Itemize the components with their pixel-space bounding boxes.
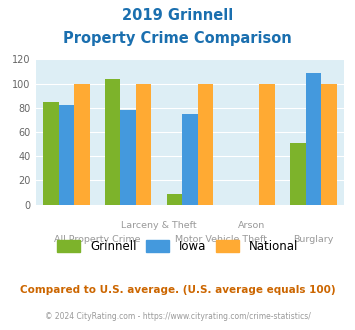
Text: All Property Crime: All Property Crime	[54, 235, 141, 244]
Bar	[136, 83, 151, 205]
Bar	[321, 83, 337, 205]
Text: Compared to U.S. average. (U.S. average equals 100): Compared to U.S. average. (U.S. average …	[20, 285, 335, 295]
Text: © 2024 CityRating.com - https://www.cityrating.com/crime-statistics/: © 2024 CityRating.com - https://www.city…	[45, 312, 310, 321]
Text: Property Crime Comparison: Property Crime Comparison	[63, 31, 292, 46]
Bar	[74, 83, 89, 205]
Text: Larceny & Theft: Larceny & Theft	[121, 221, 197, 230]
Bar	[198, 83, 213, 205]
Bar	[182, 114, 198, 205]
Bar	[306, 73, 321, 205]
Text: 2019 Grinnell: 2019 Grinnell	[122, 8, 233, 23]
Text: Burglary: Burglary	[293, 235, 334, 244]
Legend: Grinnell, Iowa, National: Grinnell, Iowa, National	[52, 236, 303, 258]
Bar	[43, 102, 59, 205]
Text: Arson: Arson	[238, 221, 265, 230]
Bar	[290, 143, 306, 205]
Bar	[120, 110, 136, 205]
Bar	[105, 79, 120, 205]
Bar	[167, 194, 182, 205]
Bar	[260, 83, 275, 205]
Text: Motor Vehicle Theft: Motor Vehicle Theft	[175, 235, 267, 244]
Bar	[59, 105, 74, 205]
